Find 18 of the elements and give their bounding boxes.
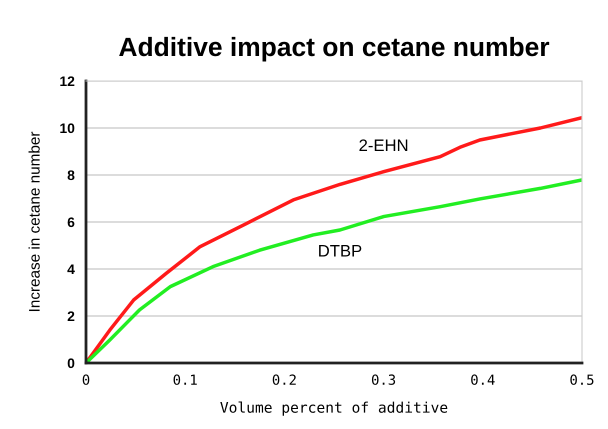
y-tick-label: 10: [60, 123, 74, 134]
x-axis-title: Volume percent of additive: [220, 402, 448, 416]
x-tick-label: 0.3: [372, 374, 396, 385]
x-tick-label: 0.1: [174, 374, 197, 385]
series-label: DTBP: [319, 245, 362, 257]
y-tick-label: 8: [68, 170, 74, 180]
y-axis-title: Increase in cetane number: [28, 132, 40, 312]
y-tick-label: 6: [68, 217, 74, 228]
y-tick-label: 4: [67, 264, 75, 274]
chart-title: Additive impact on cetane number: [119, 36, 550, 62]
x-tick-label: 0.4: [471, 374, 495, 385]
y-tick-label: 12: [60, 76, 74, 86]
y-tick-label: 2: [68, 311, 74, 322]
x-tick-label: 0.5: [570, 374, 594, 385]
series-label: 2-EHN: [359, 139, 408, 152]
y-tick-label: 0: [68, 358, 74, 368]
x-tick-label: 0: [82, 374, 90, 385]
x-tick-label: 0.2: [272, 374, 296, 385]
